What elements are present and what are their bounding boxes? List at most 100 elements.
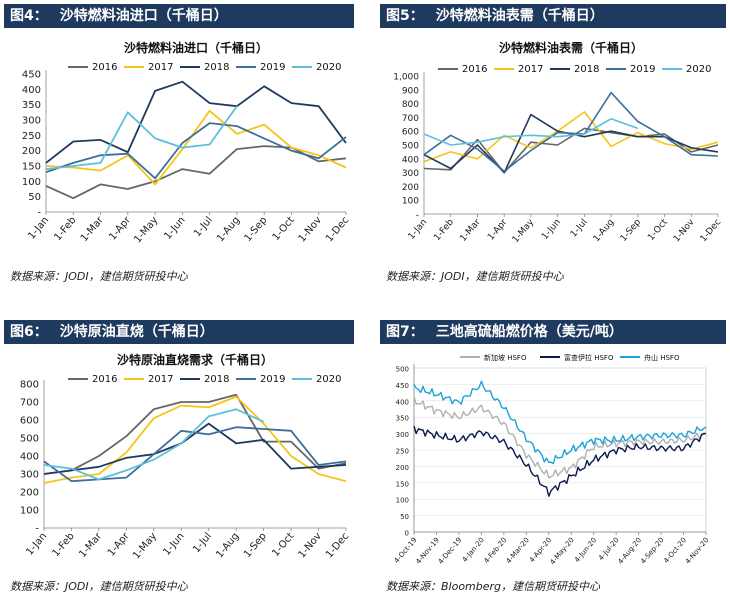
series-line-富查伊拉-HSFO <box>413 425 707 497</box>
y-tick-label: 900 <box>402 86 419 96</box>
series-line-2017 <box>45 109 347 186</box>
series-line-舟山-HSFO <box>413 380 707 465</box>
x-tick-label: 1-Oct <box>270 531 296 559</box>
x-tick-label: 4-May-20 <box>549 536 576 566</box>
y-tick-label: 150 <box>22 162 41 173</box>
chart-crude-burn: 沙特原油直烧需求（千桶日） - 100 200 300 400 500 600 700 800 1-… <box>20 352 351 562</box>
x-tick-label: 1-Apr <box>106 530 132 558</box>
y-tick-label: 250 <box>22 131 41 142</box>
y-tick-label: 350 <box>396 415 409 423</box>
legend-label: 2016 <box>92 62 117 73</box>
x-tick-label: 1-Oct <box>271 215 297 243</box>
y-tick-label: 400 <box>22 85 41 96</box>
y-tick-label: 600 <box>402 128 419 138</box>
x-tick-label: 1-Sep <box>619 217 644 244</box>
x-tick-label: 1-Mar <box>79 214 107 244</box>
x-tick-label: 1-Apr <box>107 214 133 242</box>
legend-label: 2020 <box>316 62 341 73</box>
x-tick-label: 1-May <box>131 531 159 562</box>
series-line-2020 <box>45 105 238 170</box>
y-tick-label: 200 <box>396 464 409 472</box>
y-tick-label: 800 <box>402 100 419 110</box>
series-line-2017 <box>423 111 719 163</box>
y-tick-label: 700 <box>20 398 39 409</box>
x-tick-label: 1-Jan <box>24 531 49 558</box>
y-tick-label: 600 <box>20 416 39 427</box>
x-tick-label: 4-Dec-19 <box>437 536 464 566</box>
legend-label: 富查伊拉 HSFO <box>564 353 614 362</box>
y-tick-label: 100 <box>20 506 39 517</box>
series-line-2019 <box>43 426 347 483</box>
x-tick-label: 1-Feb <box>51 531 77 559</box>
series-line-2019 <box>423 91 719 172</box>
chart-title: 沙特燃料油进口（千桶日） <box>124 40 268 55</box>
chart-title: 沙特燃料油表需（千桶日） <box>499 40 643 55</box>
x-tick-label: 1-Mar <box>77 530 105 560</box>
legend-label: 2018 <box>204 62 229 73</box>
figure-6-title: 沙特原油直烧（千桶日） <box>59 324 214 340</box>
y-tick-label: 300 <box>22 116 41 127</box>
y-tick-label: 400 <box>20 452 39 463</box>
figure-5-banner: 图5： 沙特燃料油表需（千桶日） <box>380 4 726 28</box>
x-tick-label: 1-Mar <box>458 217 483 244</box>
x-tick-label: 1-Feb <box>432 217 456 243</box>
figure-7-source: 数据来源：Bloomberg，建信期货研投中心 <box>386 580 601 593</box>
legend-label: 2018 <box>204 374 229 385</box>
y-tick-label: 500 <box>396 366 409 374</box>
chart-fuel-oil-demand: 沙特燃料油表需（千桶日） - 100 200 300 400 500 600 700 800 900… <box>393 40 724 245</box>
figure-7-label: 图7： <box>386 324 424 340</box>
y-tick-label: 0 <box>405 530 409 538</box>
figure-5-title: 沙特燃料油表需（千桶日） <box>435 8 604 24</box>
series-line-2017 <box>43 395 347 484</box>
series-line-2016 <box>423 127 719 174</box>
x-tick-label: 1-Dec <box>324 215 351 245</box>
figure-4-banner: 图4： 沙特燃料油进口（千桶日） <box>4 4 354 28</box>
y-tick-label: 700 <box>402 114 419 124</box>
y-tick-label: 250 <box>396 448 409 456</box>
x-tick-label: 1-Nov <box>296 531 323 561</box>
legend-label: 2017 <box>148 62 173 73</box>
x-tick-label: 4-Nov-20 <box>684 536 711 566</box>
x-tick-label: 1-Aug <box>215 215 242 245</box>
x-tick-label: 1-May <box>132 215 160 246</box>
y-tick-label: 400 <box>396 398 409 406</box>
x-tick-label: 1-Nov <box>297 215 324 245</box>
y-tick-label: 200 <box>22 146 41 157</box>
legend-label: 2019 <box>630 64 655 75</box>
legend-label: 2017 <box>148 374 173 385</box>
y-tick-label: 200 <box>402 183 419 193</box>
chart-title: 沙特原油直烧需求（千桶日） <box>117 352 273 367</box>
y-tick-label: 50 <box>28 192 41 203</box>
y-tick-label: 100 <box>402 197 419 207</box>
x-tick-label: 1-Dec <box>324 531 351 561</box>
legend-label: 2020 <box>316 374 341 385</box>
legend-label: 2020 <box>686 64 711 75</box>
y-tick-label: 100 <box>22 177 41 188</box>
series-line-2018 <box>45 80 347 164</box>
figure-5-source: 数据来源：JODI，建信期货研投中心 <box>386 270 564 283</box>
x-tick-label: 1-Apr <box>486 217 510 242</box>
x-tick-label: 1-Jun <box>162 215 187 242</box>
x-tick-label: 1-Feb <box>52 215 78 243</box>
y-tick-label: - <box>416 211 419 221</box>
y-tick-label: 50 <box>400 513 409 521</box>
x-tick-label: 4-Jul-20 <box>597 536 621 562</box>
x-tick-label: 1-Dec <box>699 217 724 244</box>
x-tick-label: 1-Jan <box>407 218 430 242</box>
x-tick-label: 1-Jun <box>161 531 186 558</box>
x-tick-label: 1-May <box>511 217 537 245</box>
figure-6-banner: 图6： 沙特原油直烧（千桶日） <box>4 320 354 344</box>
legend-label: 2016 <box>462 64 487 75</box>
figure-4-source: 数据来源：JODI，建信期货研投中心 <box>10 270 188 283</box>
y-tick-label: - <box>35 524 39 535</box>
series-line-2020 <box>43 408 264 481</box>
legend-label: 2017 <box>518 64 543 75</box>
chart-fuel-oil-imports: 沙特燃料油进口（千桶日） - 50 100 150 200 250 300 350 400 450 1… <box>22 40 351 246</box>
y-tick-label: 500 <box>402 142 419 152</box>
figure-5-label: 图5： <box>386 8 424 24</box>
figure-6-source: 数据来源：JODI，建信期货研投中心 <box>10 580 188 593</box>
x-tick-label: 4-Mar-20 <box>505 536 531 565</box>
x-tick-label: 1-Nov <box>672 217 697 244</box>
x-tick-label: 4-Sep-20 <box>639 536 665 565</box>
y-tick-label: 100 <box>396 497 409 505</box>
